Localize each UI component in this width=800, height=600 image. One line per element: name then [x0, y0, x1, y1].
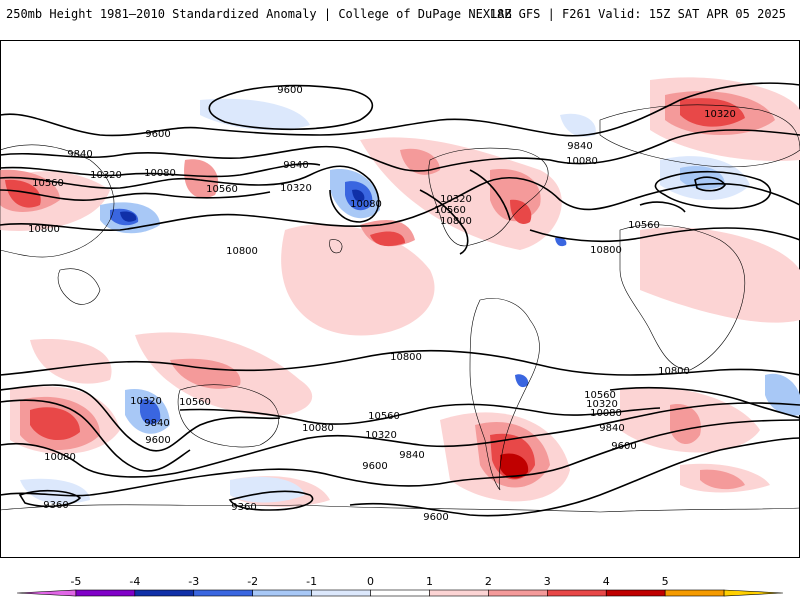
contour-label: 10320 — [586, 399, 618, 410]
colorbar-cell — [16, 589, 77, 597]
colorbar-cells — [16, 589, 784, 597]
contour-label: 9600 — [145, 129, 170, 140]
contour-label: 10560 — [434, 205, 466, 216]
contour-label: 10320 — [280, 183, 312, 194]
contour-label: 9840 — [144, 418, 169, 429]
colorbar-cell — [370, 589, 430, 597]
colorbar-tick-label: 4 — [603, 575, 610, 588]
colorbar-cell — [429, 589, 489, 597]
contour-label: 10800 — [390, 352, 422, 363]
colorbar-tick-label: 3 — [544, 575, 551, 588]
colorbar-cell — [547, 589, 607, 597]
map-title: 250mb Height 1981–2010 Standardized Anom… — [6, 7, 512, 21]
anomaly-colorbar: -5 -4 -3 -2 -1 0 1 2 3 4 5 — [16, 575, 784, 597]
contour-label: 10320 — [440, 194, 472, 205]
colorbar-tick-label: -4 — [129, 575, 140, 588]
colorbar-cell — [664, 589, 725, 597]
anomaly-map: 9600 9600 9840 10320 10080 10560 10560 1… — [0, 40, 800, 558]
contour-label: 9840 — [399, 450, 424, 461]
contour-label: 10320 — [365, 430, 397, 441]
contour-label: 10800 — [28, 224, 60, 235]
contour-label: 10560 — [32, 178, 64, 189]
colorbar-tick-label: 1 — [426, 575, 433, 588]
contour-label: 9600 — [277, 85, 302, 96]
contour-label: 10080 — [44, 452, 76, 463]
contour-label: 10800 — [590, 245, 622, 256]
contour-label: 9840 — [283, 160, 308, 171]
contour-label: 9360 — [231, 502, 256, 513]
colorbar-tick-label: 2 — [485, 575, 492, 588]
negative-anomaly-extreme — [120, 189, 365, 222]
contour-label: 10560 — [368, 411, 400, 422]
colorbar-cell — [134, 589, 195, 597]
contour-label: 10320 — [704, 109, 736, 120]
contour-label: 10080 — [144, 168, 176, 179]
colorbar-tick-label: -5 — [70, 575, 81, 588]
colorbar-tick-label: 0 — [367, 575, 374, 588]
colorbar-cell — [193, 589, 253, 597]
contour-label: 10320 — [130, 396, 162, 407]
contour-label: 10560 — [206, 184, 238, 195]
contour-label: 10560 — [179, 397, 211, 408]
contour-label: 10560 — [584, 390, 616, 401]
colorbar-labels: -5 -4 -3 -2 -1 0 1 2 3 4 5 — [70, 575, 668, 588]
colorbar-tick-label: 5 — [662, 575, 669, 588]
contour-label: 9600 — [362, 461, 387, 472]
contour-label: 10800 — [226, 246, 258, 257]
contour-label: 10560 — [628, 220, 660, 231]
contour-label: 10080 — [302, 423, 334, 434]
colorbar-cell — [75, 589, 136, 597]
contour-label: 10080 — [566, 156, 598, 167]
contour-label: 10080 — [350, 199, 382, 210]
contour-label: 10080 — [590, 408, 622, 419]
contour-label: 10800 — [658, 366, 690, 377]
colorbar-cell — [311, 589, 371, 597]
colorbar-cell — [488, 589, 548, 597]
colorbar-tick-label: -2 — [247, 575, 258, 588]
contour-label: 10320 — [90, 170, 122, 181]
colorbar-cell — [252, 589, 312, 597]
colorbar-cell — [723, 589, 784, 597]
contour-label: 9840 — [67, 149, 92, 160]
positive-anomaly-extreme — [500, 453, 529, 479]
model-run-info: 18Z GFS | F261 Valid: 15Z SAT APR 05 202… — [489, 7, 786, 21]
colorbar-tick-label: -3 — [188, 575, 199, 588]
header: 250mb Height 1981–2010 Standardized Anom… — [0, 0, 800, 40]
contour-label: 9600 — [145, 435, 170, 446]
contour-label: 9600 — [611, 441, 636, 452]
colorbar-cell — [605, 589, 666, 597]
contour-label: 9360 — [43, 500, 68, 511]
colorbar-tick-label: -1 — [306, 575, 317, 588]
contour-label: 9840 — [567, 141, 592, 152]
contour-label: 9600 — [423, 512, 448, 523]
height-contours — [0, 82, 800, 517]
contour-label: 10800 — [440, 216, 472, 227]
contour-labels: 9600 9600 9840 10320 10080 10560 10560 1… — [28, 85, 736, 523]
contour-label: 9840 — [599, 423, 624, 434]
